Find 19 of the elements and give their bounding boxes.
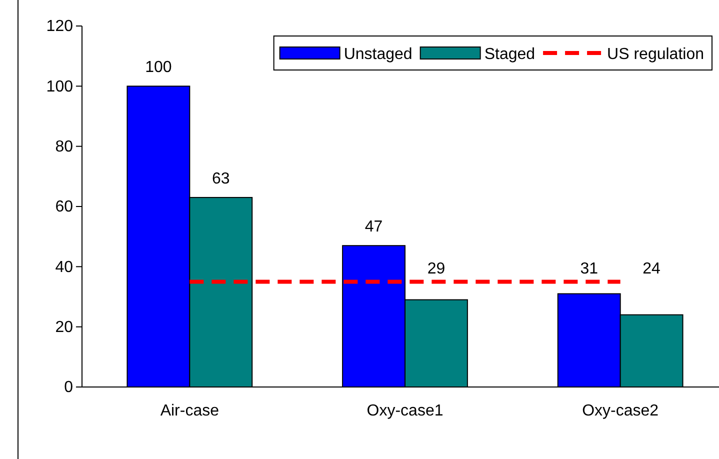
data-label: 31 bbox=[580, 260, 598, 278]
x-tick-label: Oxy-case1 bbox=[366, 402, 444, 420]
y-tick-label: 120 bbox=[46, 18, 74, 36]
y-tick-label: 0 bbox=[64, 379, 74, 396]
y-tick-label: 60 bbox=[55, 198, 74, 216]
data-label: 100 bbox=[145, 59, 172, 76]
legend-label: Staged bbox=[484, 46, 536, 63]
data-label: 29 bbox=[427, 260, 446, 278]
y-tick-label: 80 bbox=[55, 138, 74, 156]
x-tick-label: Air-case bbox=[160, 402, 220, 420]
y-tick-label: 20 bbox=[55, 318, 74, 336]
y-tick-label: 100 bbox=[46, 78, 74, 96]
data-label: 47 bbox=[364, 218, 383, 236]
x-tick-label: Oxy-case2 bbox=[582, 402, 659, 420]
data-label: 24 bbox=[642, 260, 661, 278]
y-tick-label: 40 bbox=[55, 258, 74, 276]
data-label: 63 bbox=[212, 170, 230, 188]
legend-label: US regulation bbox=[607, 46, 704, 63]
legend-label: Unstaged bbox=[344, 46, 412, 63]
